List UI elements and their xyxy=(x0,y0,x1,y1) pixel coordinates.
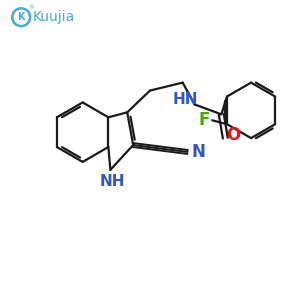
Text: HN: HN xyxy=(173,92,198,107)
Text: O: O xyxy=(226,126,240,144)
Text: N: N xyxy=(192,143,206,161)
Text: ®: ® xyxy=(28,6,34,11)
Text: F: F xyxy=(199,111,210,129)
Text: K: K xyxy=(17,12,25,22)
Text: Kuujia: Kuujia xyxy=(33,10,75,24)
Text: NH: NH xyxy=(100,174,125,189)
